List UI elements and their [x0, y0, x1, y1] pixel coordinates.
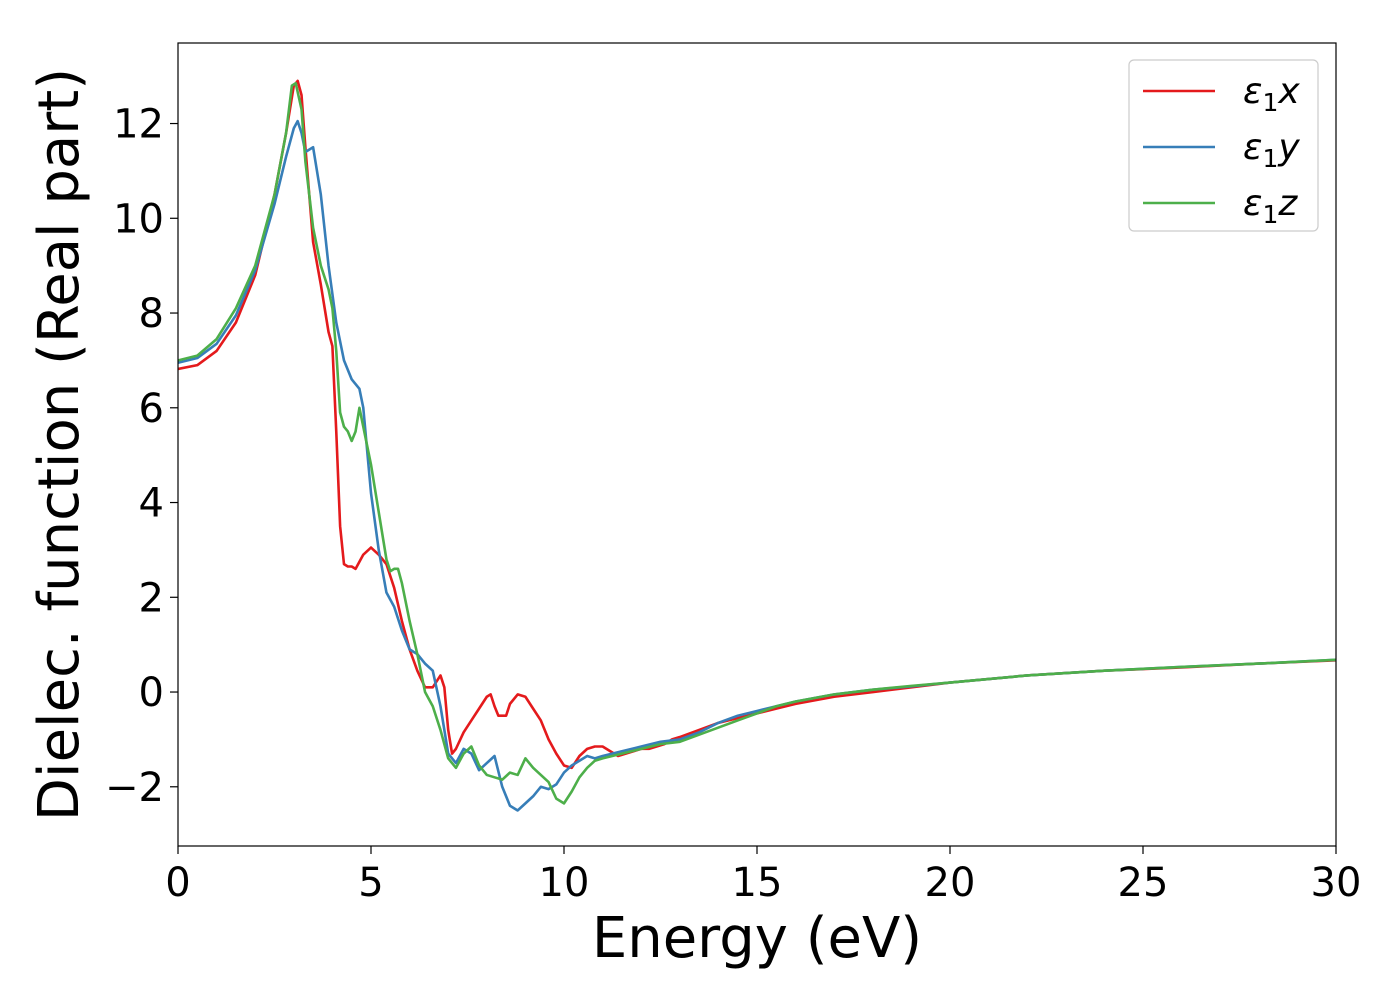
x-tick-label: 25: [1118, 860, 1169, 906]
x-axis-ticks: 0 5 10 15 20 25 30: [165, 846, 1361, 906]
x-tick-label: 5: [358, 860, 383, 906]
y-axis-title: Dielec. function (Real part): [27, 68, 92, 821]
legend-label-z: ε1z: [1243, 183, 1298, 229]
y-tick-label: 0: [139, 670, 164, 716]
x-tick-label: 0: [165, 860, 190, 906]
series-layer: [178, 79, 1336, 812]
y-tick-label: −2: [105, 765, 164, 811]
series-line-x: [178, 79, 1336, 770]
x-tick-label: 20: [925, 860, 976, 906]
y-tick-label: 2: [139, 575, 164, 621]
y-axis-ticks: −2 0 2 4 6 8 10 12: [105, 102, 178, 811]
series-line-y: [178, 119, 1336, 812]
legend: ε1x ε1y ε1z: [1128, 59, 1319, 232]
x-axis-title: Energy (eV): [592, 906, 922, 971]
x-tick-label: 15: [732, 860, 783, 906]
legend-box: [1128, 59, 1319, 232]
y-tick-label: 8: [139, 291, 164, 337]
y-tick-label: 4: [139, 481, 164, 527]
y-tick-label: 6: [139, 386, 164, 432]
x-tick-label: 10: [539, 860, 590, 906]
legend-label-y: ε1y: [1243, 127, 1300, 173]
y-tick-label: 12: [113, 102, 164, 148]
y-tick-label: 10: [113, 196, 164, 242]
legend-label-x: ε1x: [1243, 71, 1300, 117]
x-tick-label: 30: [1311, 860, 1362, 906]
series-line-z: [178, 81, 1336, 805]
